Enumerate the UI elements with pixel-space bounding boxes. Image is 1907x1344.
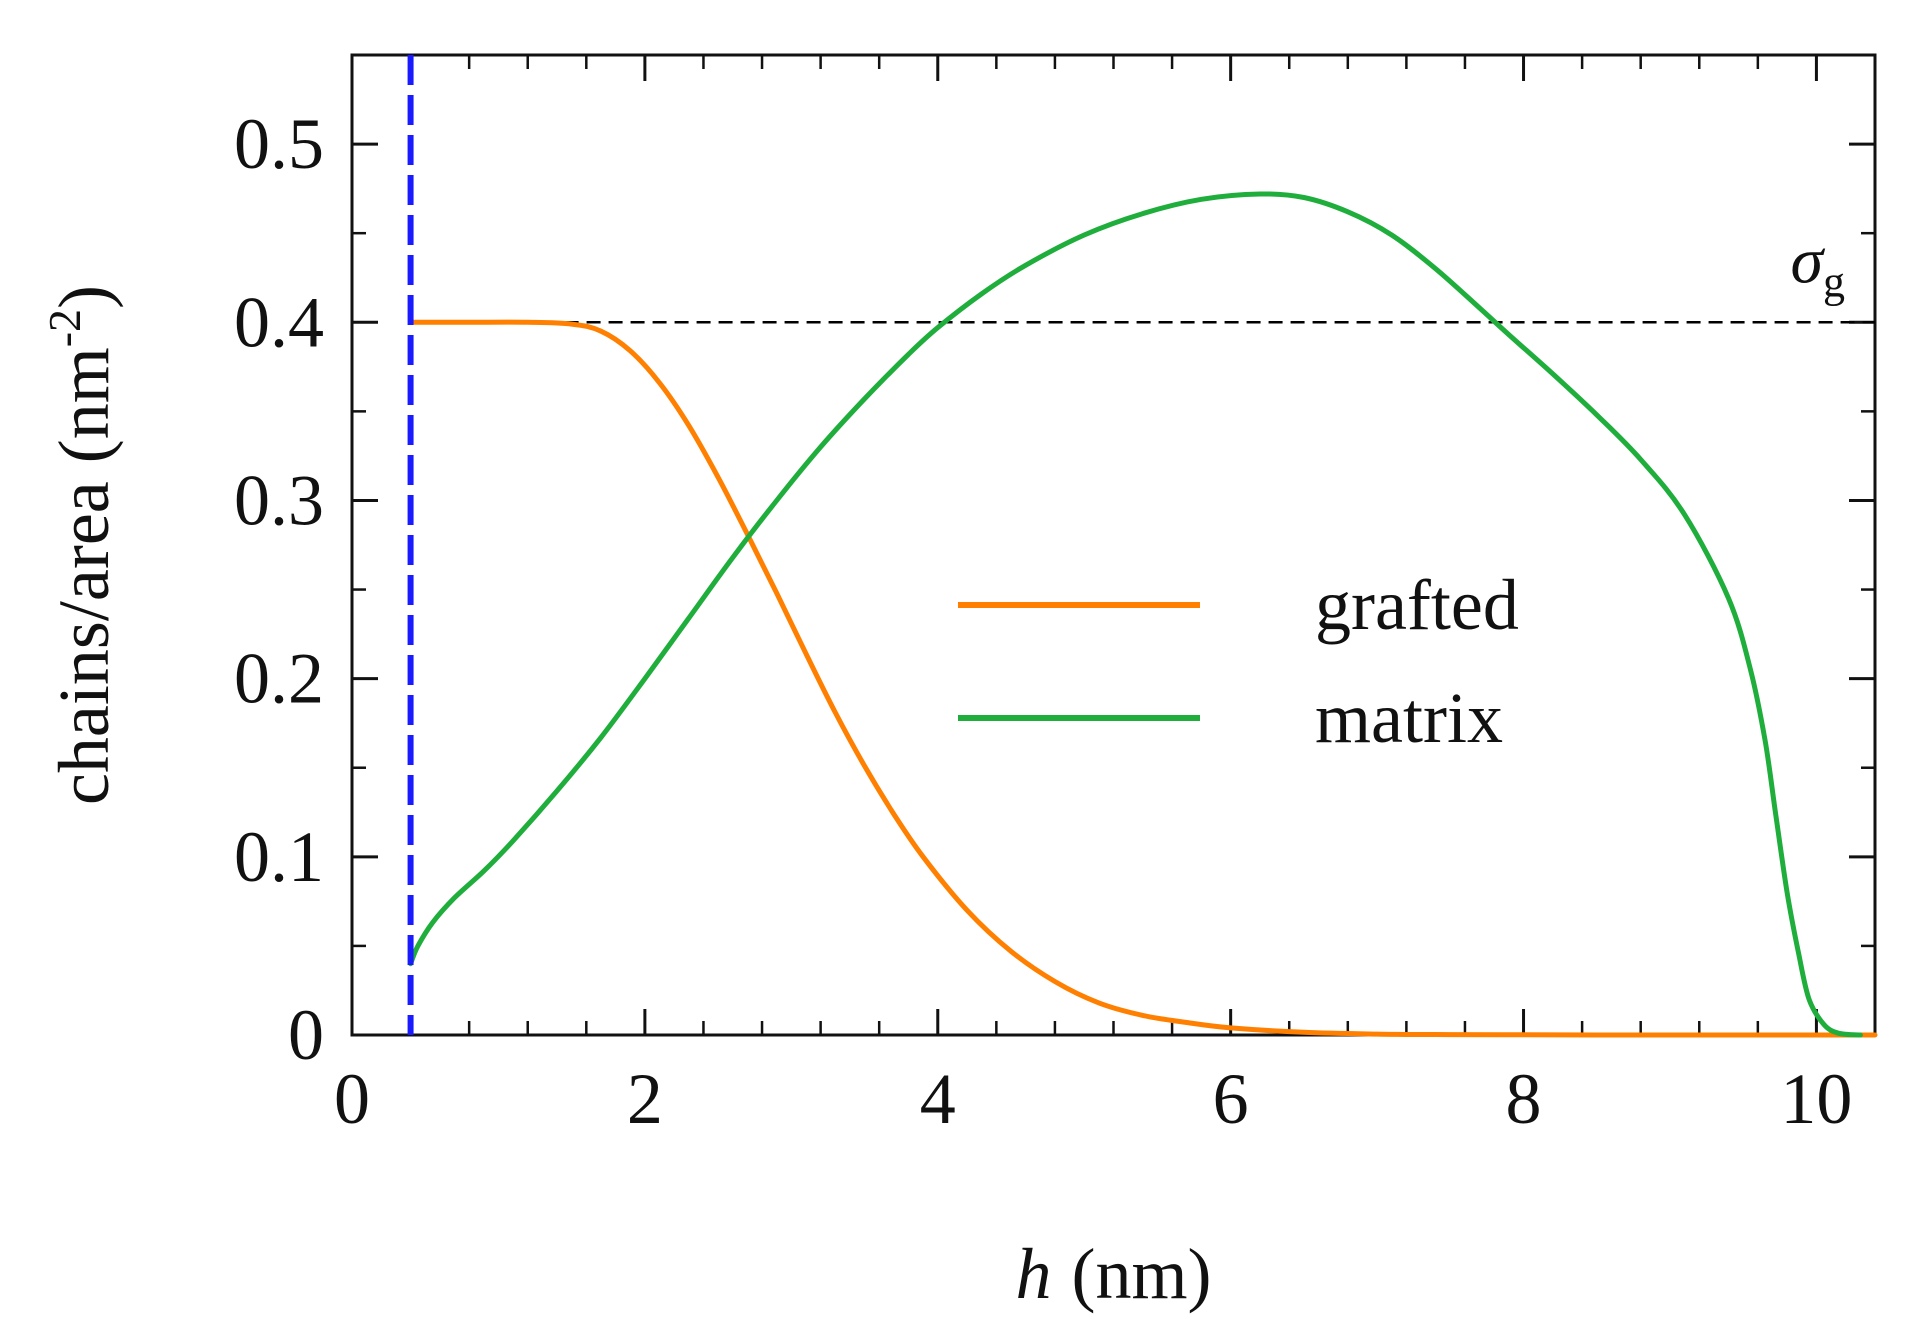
x-axis-unit: (nm) <box>1072 1234 1212 1314</box>
x-tick-label: 0 <box>334 1059 370 1139</box>
x-tick-label: 4 <box>920 1059 956 1139</box>
x-tick-label: 6 <box>1213 1059 1249 1139</box>
y-tick-label: 0.2 <box>234 639 324 719</box>
legend-label-matrix: matrix <box>1315 678 1503 758</box>
y-axis-label-close: ) <box>44 285 124 309</box>
x-tick-label: 8 <box>1506 1059 1542 1139</box>
reference-label-symbol: σ <box>1790 224 1825 297</box>
series-line-grafted <box>408 319 1878 1038</box>
tick-labels-layer: 0 2 4 6 8 10 0 0.1 0.2 0.3 0.4 0.5 <box>234 104 1852 1139</box>
series-line-matrix <box>408 191 1863 1038</box>
y-tick-label: 0.1 <box>234 817 324 897</box>
legend: grafted matrix <box>958 565 1519 758</box>
x-tick-label: 2 <box>627 1059 663 1139</box>
legend-label-grafted: grafted <box>1315 565 1519 645</box>
ticks-layer <box>350 55 1875 1037</box>
y-axis-label-exponent: -2 <box>39 309 90 347</box>
x-axis-symbol: h <box>1016 1234 1052 1314</box>
x-tick-label: 10 <box>1780 1059 1852 1139</box>
y-tick-label: 0.3 <box>234 460 324 540</box>
y-tick-label: 0.4 <box>234 282 324 362</box>
plot-frame <box>350 53 1877 1037</box>
y-tick-label: 0 <box>288 995 324 1075</box>
y-axis-label-base: chains/area (nm <box>44 347 124 805</box>
reference-line-label: σg <box>1790 224 1845 306</box>
reference-label-subscript: g <box>1823 257 1845 306</box>
y-axis-title: chains/area (nm-2) <box>39 285 124 805</box>
x-axis-title: h (nm) <box>1016 1234 1212 1314</box>
y-tick-label: 0.5 <box>234 104 324 184</box>
